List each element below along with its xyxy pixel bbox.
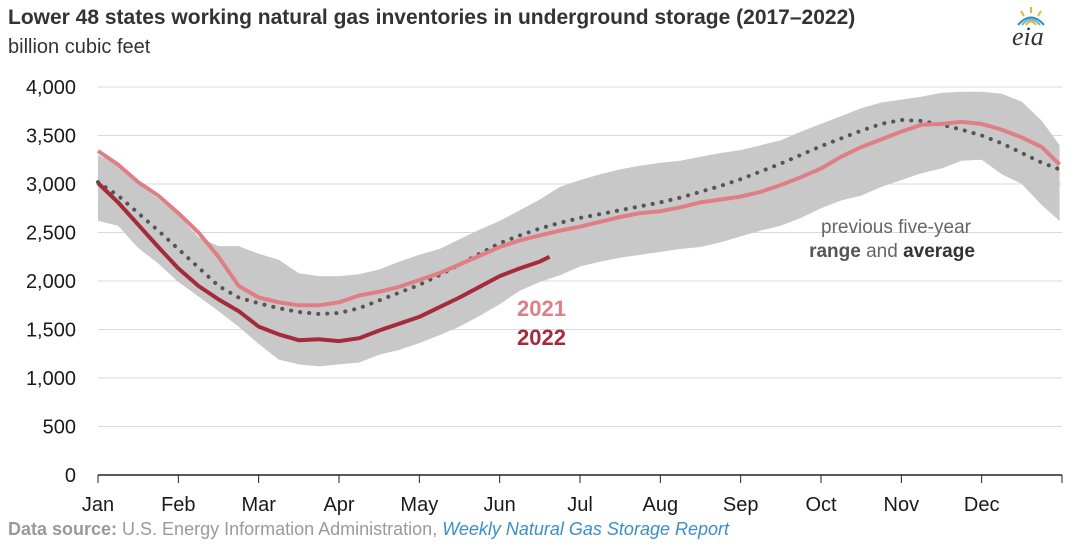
x-tick-label: Feb [161, 494, 195, 516]
range-band-area [98, 91, 1060, 367]
eia-sun-icon [1017, 7, 1045, 26]
series-lines [96, 117, 1062, 344]
x-tick-label: Sep [723, 494, 759, 516]
x-tick-label: Apr [323, 494, 354, 516]
eia-logo: eia [1008, 6, 1054, 51]
y-tick-label: 2,500 [26, 223, 76, 245]
y-tick-label: 3,500 [26, 126, 76, 148]
x-tick-label: Jun [484, 494, 516, 516]
y-tick-label: 3,000 [26, 174, 76, 196]
data-source-link[interactable]: Weekly Natural Gas Storage Report [442, 519, 729, 539]
y-tick-label: 4,000 [26, 77, 76, 99]
x-tick-label: May [400, 494, 438, 516]
series-line-average [96, 117, 1062, 317]
y-axis-ticks: 0 500 1,000 1,500 2,000 2,500 3,000 3,500 4,000 [26, 77, 76, 487]
series-label-2022: 2022 [517, 325, 566, 350]
y-tick-label: 1,500 [26, 320, 76, 342]
y-tick-label: 0 [65, 465, 76, 487]
series-line-2021 [96, 119, 1062, 308]
x-tick-label: Aug [643, 494, 679, 516]
x-tick-label: Mar [241, 494, 276, 516]
y-tick-label: 2,000 [26, 271, 76, 293]
x-tick-label: Dec [964, 494, 1000, 516]
annotation-and-word: and [861, 241, 903, 262]
gridlines [98, 86, 1062, 427]
annotation-average-word: average [903, 241, 975, 262]
x-axis-ticks: Jan Feb Mar Apr May Jun Jul Aug Sep Oct Nov Dec [82, 475, 1063, 516]
data-source-text: U.S. Energy Information Administration, [117, 519, 443, 539]
series-line-2022 [96, 181, 551, 344]
range-average-annotation-line1: previous five-year [821, 217, 972, 238]
series-label-2021: 2021 [517, 296, 566, 321]
range-average-annotation-line2: range and average [809, 241, 975, 262]
x-tick-label: Jan [82, 494, 114, 516]
eia-logo-text: eia [1012, 22, 1044, 51]
y-tick-label: 500 [43, 417, 76, 439]
data-source-label: Data source: [8, 519, 118, 539]
y-tick-label: 1,000 [26, 368, 76, 390]
range-band [98, 91, 1060, 367]
x-tick-label: Nov [884, 494, 920, 516]
x-tick-label: Jul [567, 494, 593, 516]
x-tick-label: Oct [805, 494, 837, 516]
annotation-range-word: range [809, 241, 861, 262]
chart-subtitle: billion cubic feet [8, 36, 151, 58]
data-source: Data source: U.S. Energy Information Adm… [8, 519, 729, 540]
chart-title: Lower 48 states working natural gas inve… [8, 6, 856, 29]
